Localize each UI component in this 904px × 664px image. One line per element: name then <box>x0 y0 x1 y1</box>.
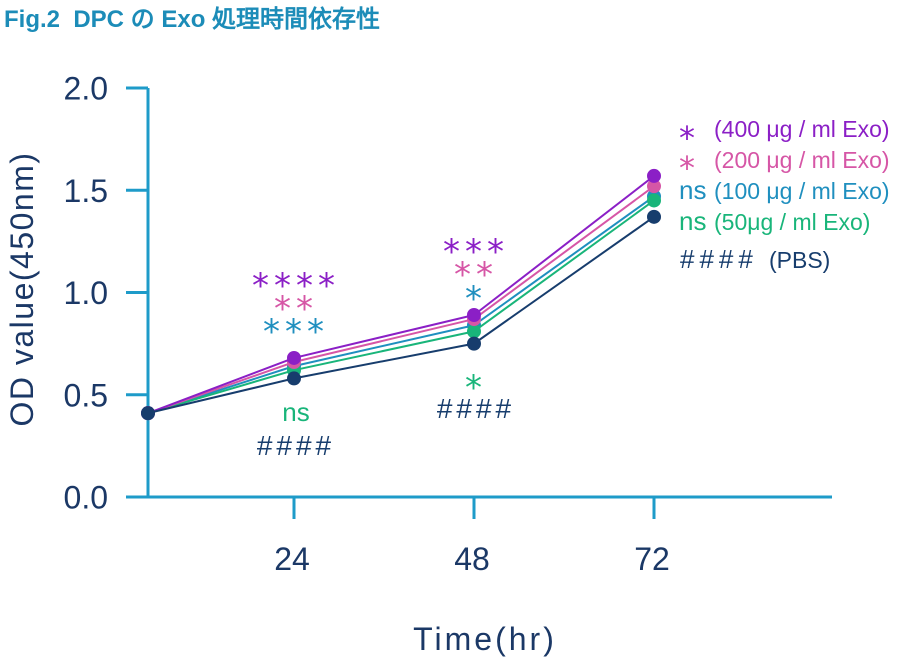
significance-label: ** <box>454 255 498 295</box>
significance-label: ns <box>282 397 309 427</box>
y-tick-label: 0.5 <box>64 377 108 413</box>
legend: * (400 μg / ml Exo) * (200 μg / ml Exo) ns (1… <box>679 116 890 274</box>
series-0-point-3 <box>647 168 661 183</box>
significance-label: #### <box>437 393 515 424</box>
series-3-point-3 <box>647 193 661 208</box>
legend-mark: * <box>679 119 695 157</box>
legend-mark: #### <box>680 244 758 274</box>
legend-item-3: ns (50μg / ml Exo) <box>679 206 870 236</box>
legend-item-1: * (200 μg / ml Exo) <box>679 147 890 187</box>
y-tick-label: 2.0 <box>64 71 108 107</box>
y-tick-label: 1.5 <box>64 173 108 209</box>
x-tick-label: 24 <box>274 541 310 577</box>
significance-annotations: *********ns####*******#### <box>252 232 515 461</box>
significance-label: **** <box>252 266 340 306</box>
series-2-line <box>147 195 655 415</box>
legend-mark: ns <box>679 175 706 205</box>
significance-label: #### <box>257 430 335 461</box>
series-0-line <box>147 175 655 415</box>
series-1 <box>141 179 661 421</box>
legend-mark: ns <box>679 206 706 236</box>
chart-title: Fig.2 DPC の Exo 処理時間依存性 <box>4 6 380 33</box>
significance-label: *** <box>263 312 329 352</box>
legend-mark: * <box>679 149 695 187</box>
y-axis-label: OD value(450nm) <box>4 151 40 426</box>
significance-label: * <box>465 279 487 319</box>
series-4-point-3 <box>647 209 661 224</box>
legend-label: (PBS) <box>769 247 830 273</box>
series-1-point-3 <box>647 179 661 194</box>
series-1-line <box>147 185 655 415</box>
y-tick-label: 0.0 <box>64 480 108 516</box>
series-4-line <box>147 216 655 415</box>
legend-item-2: ns (100 μg / ml Exo) <box>679 175 890 205</box>
legend-item-4: #### (PBS) <box>680 244 830 274</box>
significance-label: * <box>465 368 487 408</box>
series-4-point-2 <box>467 336 481 351</box>
series-4-point-0 <box>141 406 155 421</box>
x-axis-label: Time(hr) <box>413 621 557 657</box>
series-3-line <box>147 199 655 415</box>
legend-label: (100 μg / ml Exo) <box>714 178 890 204</box>
legend-label: (50μg / ml Exo) <box>714 209 870 235</box>
x-tick-label: 48 <box>454 541 490 577</box>
significance-label: *** <box>443 232 509 272</box>
axes: 0.0 0.5 1.0 1.5 2.0 24 48 72 <box>64 71 832 577</box>
series-0-point-1 <box>287 350 301 365</box>
series-4-point-1 <box>287 371 301 386</box>
legend-label: (400 μg / ml Exo) <box>714 116 890 142</box>
series-0-point-2 <box>467 307 481 322</box>
legend-label: (200 μg / ml Exo) <box>714 147 890 173</box>
series-0 <box>141 168 661 421</box>
series-3-point-2 <box>467 324 481 339</box>
x-tick-label: 72 <box>634 541 670 577</box>
series-4 <box>141 209 661 421</box>
series-group <box>141 168 661 421</box>
y-tick-label: 1.0 <box>64 275 108 311</box>
significance-label: ** <box>274 289 318 329</box>
legend-item-0: * (400 μg / ml Exo) <box>679 116 890 157</box>
